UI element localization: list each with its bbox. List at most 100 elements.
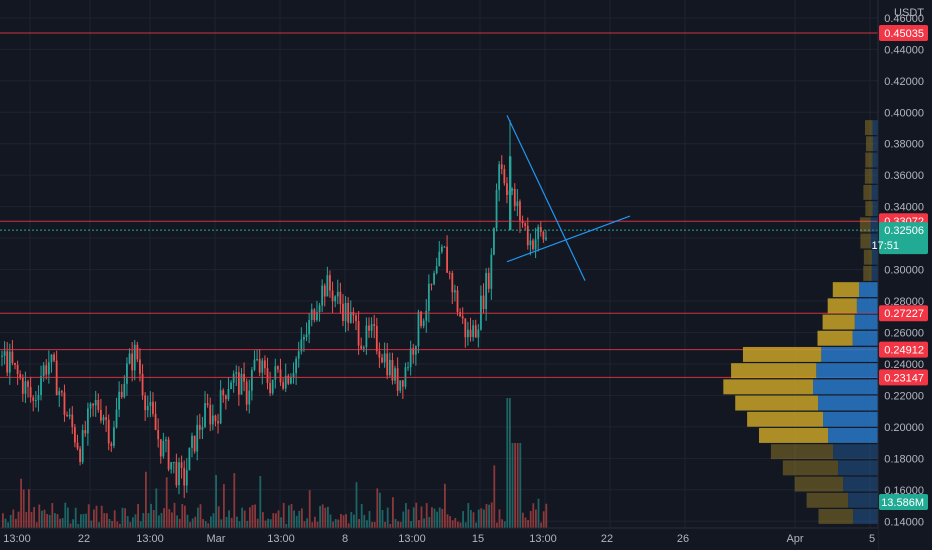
candle-body — [258, 359, 261, 373]
volume-bar — [399, 521, 402, 528]
candle-body — [32, 397, 35, 401]
profile-bar-up — [759, 427, 829, 443]
volume-bar — [82, 513, 85, 528]
volume-bar — [306, 518, 308, 528]
candle-body — [318, 305, 321, 312]
candle-body — [165, 439, 167, 441]
volume-bar — [506, 398, 509, 528]
profile-bar-down — [870, 217, 878, 233]
time-tick-label: 26 — [677, 533, 689, 545]
price-line-tag-label: 0.24912 — [884, 345, 924, 357]
candle-body — [292, 373, 295, 378]
volume-bar — [74, 507, 77, 528]
volume-bar — [379, 492, 381, 528]
profile-bar-up — [817, 330, 853, 346]
volume-bar — [288, 505, 290, 528]
time-tick-label: 22 — [601, 533, 613, 545]
candle-body — [391, 359, 394, 381]
candle-body — [86, 408, 89, 434]
volume-bar — [246, 520, 249, 528]
volume-bar — [87, 504, 90, 528]
candle-body — [157, 430, 160, 440]
volume-bar — [321, 504, 324, 528]
volume-bar — [225, 516, 228, 528]
profile-bar-down — [871, 265, 878, 281]
volume-bar — [25, 511, 28, 528]
candle-body — [433, 273, 435, 285]
price-tick-label: 0.16000 — [884, 485, 924, 497]
volume-bar — [51, 502, 54, 528]
volume-bar — [217, 506, 220, 528]
candle-body — [474, 325, 477, 338]
volume-bar — [462, 511, 464, 528]
price-line-tag — [879, 25, 928, 42]
volume-bar — [4, 518, 7, 528]
candle-body — [224, 395, 227, 400]
volume-bar — [256, 518, 259, 528]
candle-body — [81, 430, 84, 462]
candle-body — [60, 391, 63, 393]
volume-bar — [43, 509, 46, 528]
volume-bar — [524, 517, 527, 528]
volume-bar — [308, 490, 311, 528]
candle-body — [175, 462, 178, 486]
volume-bar — [17, 511, 20, 528]
candle-body — [34, 399, 37, 401]
volume-bar — [431, 507, 433, 528]
volume-bar — [444, 483, 446, 528]
price-axis-unit: USDT — [894, 7, 924, 19]
profile-bar-down — [823, 411, 878, 427]
candle-body — [66, 414, 68, 417]
volume-bar — [236, 516, 238, 528]
price-tick-label: 0.24000 — [884, 359, 924, 371]
profile-bar-down — [872, 136, 878, 152]
candle-body — [21, 377, 24, 394]
profile-bar-up — [864, 168, 873, 184]
volume-bar — [77, 523, 80, 528]
candle-body — [24, 381, 27, 394]
volume-bar — [176, 515, 178, 528]
candle-body — [446, 246, 448, 273]
volume-bar — [220, 519, 223, 528]
volume-bar — [199, 504, 202, 528]
candle-body — [40, 376, 42, 396]
profile-bar-down — [853, 508, 878, 524]
volume-bar — [438, 507, 441, 528]
price-tick-label: 0.34000 — [884, 202, 924, 214]
candle-body — [37, 395, 40, 400]
candle-body — [105, 417, 108, 420]
volume-bar — [173, 502, 176, 528]
candle-body — [545, 237, 547, 240]
candle-body — [342, 303, 344, 322]
candle-body — [263, 360, 266, 369]
candle-body — [8, 351, 11, 373]
candle-body — [154, 413, 157, 431]
volume-tag — [879, 494, 928, 510]
volume-bar — [464, 522, 467, 528]
profile-bar-down — [872, 152, 878, 168]
candle-body — [240, 373, 243, 395]
candle-body — [42, 365, 45, 377]
candle-body — [386, 353, 389, 376]
candle-body — [76, 442, 79, 449]
volume-bar — [137, 504, 139, 528]
candle-body — [209, 404, 212, 425]
candle-body — [217, 421, 219, 424]
volume-bar — [111, 520, 113, 528]
candle-body — [274, 366, 277, 380]
volume-bar — [116, 521, 119, 528]
price-tick-label: 0.26000 — [884, 327, 924, 339]
candle-body — [300, 339, 303, 352]
profile-bar-up — [864, 120, 873, 136]
volume-bar — [155, 488, 158, 528]
candle-body — [365, 325, 368, 348]
volume-bar — [454, 517, 457, 528]
volume-bar — [410, 521, 412, 528]
volume-bar — [61, 518, 64, 528]
candle-body — [58, 391, 61, 396]
volume-bar — [472, 512, 475, 528]
volume-bar — [314, 516, 316, 528]
candle-body — [211, 415, 214, 425]
